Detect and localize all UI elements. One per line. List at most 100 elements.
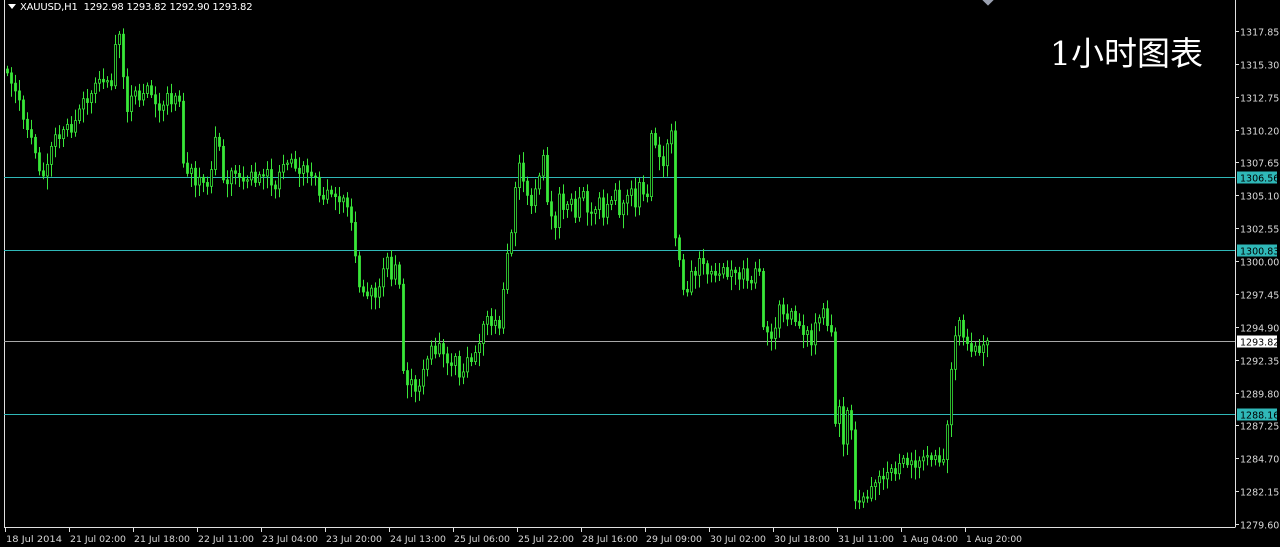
candle-body-bear	[182, 100, 185, 164]
candle-body-bull	[50, 145, 53, 165]
candle	[946, 420, 949, 474]
candle-body-bull	[166, 93, 169, 106]
candle	[470, 353, 473, 367]
candle	[714, 263, 717, 283]
candle	[726, 260, 729, 280]
candle	[66, 118, 69, 137]
candle	[750, 275, 753, 291]
level-price-tag	[1237, 244, 1277, 257]
candle-body-bear	[30, 129, 33, 138]
candle	[190, 163, 193, 187]
candle-body-bear	[70, 124, 73, 133]
candle-body-bear	[490, 316, 493, 326]
candle	[322, 186, 325, 205]
candle-body-bear	[794, 310, 797, 323]
candle	[546, 147, 549, 205]
candle	[218, 132, 221, 151]
candle-body-bear	[194, 167, 197, 186]
candle	[114, 34, 117, 89]
candle	[486, 310, 489, 336]
candle-body-bull	[690, 270, 693, 293]
candle-body-bull	[934, 455, 937, 460]
candle-body-bull	[722, 267, 725, 275]
candle-body-bull	[462, 371, 465, 378]
candle-body-bull	[106, 80, 109, 83]
candle	[30, 119, 33, 145]
candle	[550, 190, 553, 230]
candle-body-bull	[846, 410, 849, 445]
candle	[518, 154, 521, 200]
candle	[238, 165, 241, 187]
candle-body-bear	[586, 191, 589, 213]
candle-body-bear	[262, 174, 265, 177]
candle-body-bull	[478, 343, 481, 353]
candle	[170, 83, 173, 113]
candle	[206, 176, 209, 195]
candle-body-bear	[398, 264, 401, 285]
candle-body-bear	[654, 133, 657, 146]
candle	[162, 100, 165, 122]
candle-body-bear	[126, 76, 129, 112]
ohlc-values: 1292.98 1293.82 1292.90 1293.82	[83, 2, 253, 13]
price-tick-label: 1284.70	[1240, 455, 1279, 466]
candle-body-bear	[882, 475, 885, 480]
candle	[934, 449, 937, 466]
candle-body-bull	[902, 457, 905, 464]
candle-body-bear	[186, 162, 189, 174]
candle	[154, 86, 157, 118]
candle	[102, 68, 105, 89]
candle	[630, 180, 633, 207]
candle-body-bear	[226, 179, 229, 185]
candle-body-bear	[358, 255, 361, 288]
candle	[78, 104, 81, 124]
candle-body-bull	[822, 308, 825, 319]
candle-body-bear	[550, 201, 553, 217]
candle-body-bear	[470, 357, 473, 363]
candle	[666, 139, 669, 177]
candle	[242, 166, 245, 190]
candle	[694, 266, 697, 289]
candle-body-bull	[486, 316, 489, 325]
symbol-label: XAUUSD,H1	[20, 2, 78, 13]
candle	[202, 174, 205, 193]
candle-body-bull	[474, 352, 477, 363]
candle	[86, 89, 89, 115]
candle-body-bull	[198, 176, 201, 186]
candle-body-bull	[278, 171, 281, 190]
candle-body-bear	[746, 268, 749, 281]
candle-body-bull	[386, 256, 389, 270]
time-tick-label: 30 Jul 18:00	[774, 535, 830, 545]
candle	[562, 184, 565, 220]
candle-body-bull	[114, 44, 117, 87]
candle-body-bear	[770, 331, 773, 339]
candle	[298, 157, 301, 187]
candle-body-bull	[94, 82, 97, 94]
candle-body-bear	[362, 286, 365, 293]
dropdown-triangle-icon[interactable]	[8, 4, 16, 9]
candle	[26, 112, 29, 138]
candle-body-bull	[630, 188, 633, 196]
candle-body-bull	[342, 197, 345, 203]
candle-body-bull	[614, 189, 617, 201]
candle	[954, 326, 957, 381]
candle-body-bull	[946, 424, 949, 460]
candle	[294, 150, 297, 172]
candle	[558, 186, 561, 239]
candle	[302, 161, 305, 186]
candle-body-bear	[810, 330, 813, 346]
price-tick-label: 1294.90	[1240, 324, 1279, 335]
candle-body-bull	[598, 197, 601, 210]
price-tick-label: 1307.65	[1240, 159, 1279, 170]
candle	[958, 317, 961, 346]
candle-body-bear	[34, 136, 37, 154]
candle-body-bear	[346, 197, 349, 208]
candle-body-bull	[534, 188, 537, 207]
candle	[918, 456, 921, 479]
candle-body-bull	[570, 198, 573, 205]
candle-body-bull	[818, 317, 821, 324]
candle-body-bull	[290, 158, 293, 164]
candle	[966, 328, 969, 351]
candle-body-bull	[698, 258, 701, 276]
candle	[674, 121, 677, 247]
